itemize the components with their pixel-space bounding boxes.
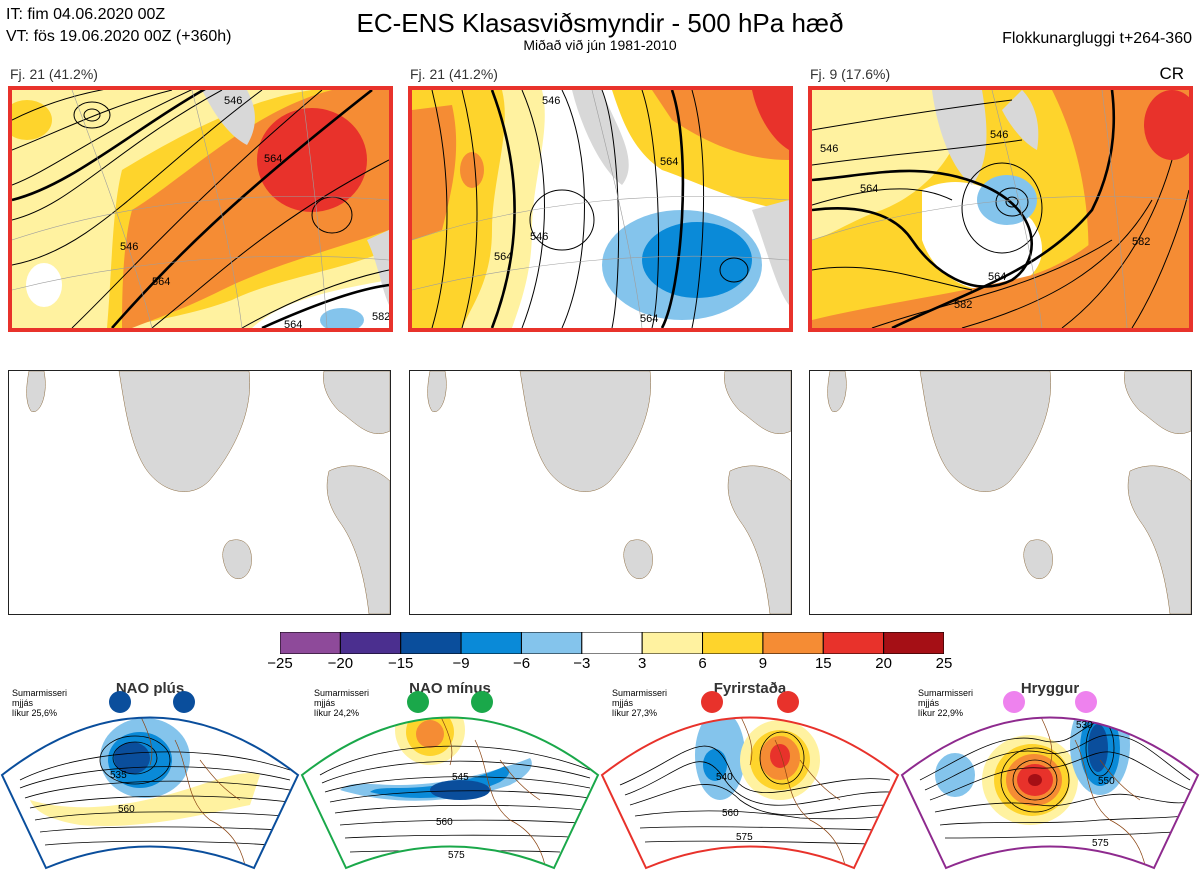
colorbar-tick-label: −6 <box>512 655 531 672</box>
colorbar-tick-label: −15 <box>387 655 414 672</box>
regime-panel-blocking[interactable]: Fyrirstaða Sumarmisseri mjjás líkur 27,3… <box>600 680 900 871</box>
contour-label: 582 <box>954 299 972 311</box>
colorbar-segment <box>822 631 885 655</box>
cluster-map-3[interactable]: 546 564 546 582 564 582 <box>808 86 1193 332</box>
colorbar-segment <box>339 631 402 655</box>
colorbar-segment <box>460 631 522 655</box>
contour-label: 564 <box>988 271 1006 283</box>
page-title: EC-ENS Klasasviðsmyndir - 500 hPa hæð <box>356 8 844 38</box>
contour-label: 550 <box>1098 776 1115 787</box>
colorbar-segment <box>883 631 945 655</box>
regime-description: Sumarmisseri mjjás líkur 22,9% <box>918 688 974 718</box>
contour-label: 582 <box>372 311 389 323</box>
contour-label: 575 <box>448 850 465 861</box>
contour-label: 575 <box>1092 838 1109 849</box>
contour-label: 564 <box>660 156 678 168</box>
contour-label: 546 <box>224 95 242 107</box>
contour-label: 546 <box>542 95 560 107</box>
colorbar-tick-label: 9 <box>758 655 768 672</box>
colorbar-tick-label: 25 <box>935 655 953 672</box>
contour-label: 546 <box>530 231 548 243</box>
regime-title: Fyrirstaða <box>713 680 787 697</box>
contour-label: 560 <box>118 804 135 815</box>
colorbar-tick-label: 3 <box>638 655 647 672</box>
colorbar-segment <box>520 631 583 655</box>
regime-description: Sumarmisseri mjjás líkur 27,3% <box>612 688 668 718</box>
contour-label: 564 <box>152 276 170 288</box>
empty-map-2 <box>409 370 792 615</box>
contour-label: 564 <box>494 251 512 263</box>
page-subtitle: Miðað við jún 1981-2010 <box>523 37 677 53</box>
colorbar-tick-label: −3 <box>573 655 591 672</box>
colorbar-segment <box>702 631 764 655</box>
contour-label: 546 <box>990 129 1008 141</box>
regime-panel-nao-minus[interactable]: NAO mínus Sumarmisseri mjjás líkur 24,2% <box>300 680 600 871</box>
regime-description: Sumarmisseri mjjás líkur 24,2% <box>314 688 370 718</box>
classification-window: Flokkunargluggi t+264-360 <box>1002 30 1192 47</box>
regime-panel-ridge[interactable]: Hryggur Sumarmisseri mjjás líkur 22,9% <box>900 680 1200 871</box>
colorbar-tick-label: 15 <box>814 655 832 672</box>
colorbar-tick-label: −9 <box>452 655 470 672</box>
cluster-label-2: Fj. 21 (41.2%) <box>410 66 498 82</box>
header-info: IT: fim 04.06.2020 00Z VT: fös 19.06.202… <box>6 4 231 48</box>
regime-title: NAO mínus <box>409 680 491 697</box>
colorbar-segment <box>641 631 704 655</box>
contour-label: 582 <box>1132 236 1150 248</box>
cluster-label-3: Fj. 9 (17.6%) <box>810 66 891 82</box>
cr-label: CR <box>1159 64 1184 83</box>
valid-time: VT: fös 19.06.2020 00Z (+360h) <box>6 28 232 45</box>
cluster-map-2[interactable]: 546 564 546 564 564 <box>408 86 793 332</box>
cluster-map-1[interactable]: 546 564 546 564 564 582 <box>8 86 393 332</box>
contour-label: 564 <box>284 319 302 328</box>
colorbar <box>279 631 945 659</box>
colorbar-tick-label: −25 <box>267 655 293 672</box>
contour-label: 546 <box>820 143 838 155</box>
colorbar-segment <box>400 631 462 655</box>
contour-label: 540 <box>716 772 733 783</box>
cluster-label-1: Fj. 21 (41.2%) <box>10 66 98 82</box>
contour-label: 564 <box>264 153 282 165</box>
initial-time: IT: fim 04.06.2020 00Z <box>6 6 166 23</box>
contour-label: 560 <box>722 808 739 819</box>
regime-title: Hryggur <box>1020 680 1080 697</box>
colorbar-segment <box>581 631 643 655</box>
contour-label: 560 <box>436 817 453 828</box>
contour-label: 564 <box>640 313 658 325</box>
colorbar-tick-label: −20 <box>327 655 354 672</box>
regime-panel-nao-plus[interactable]: NAO plús Sumarmisseri mjjás líkur 25,6% <box>0 680 300 871</box>
colorbar-segment <box>762 631 824 655</box>
contour-label: 535 <box>110 770 127 781</box>
contour-label: 530 <box>1076 720 1093 731</box>
contour-label: 546 <box>120 241 138 253</box>
contour-label: 545 <box>452 772 469 783</box>
colorbar-tick-label: 6 <box>698 655 707 672</box>
empty-map-1 <box>8 370 391 615</box>
regime-description: Sumarmisseri mjjás líkur 25,6% <box>12 688 68 718</box>
contour-label: 564 <box>860 183 878 195</box>
colorbar-segment <box>279 631 341 655</box>
empty-map-3 <box>809 370 1192 615</box>
colorbar-tick-label: 20 <box>875 655 892 672</box>
regime-title: NAO plús <box>115 680 185 697</box>
contour-label: 575 <box>736 832 753 843</box>
